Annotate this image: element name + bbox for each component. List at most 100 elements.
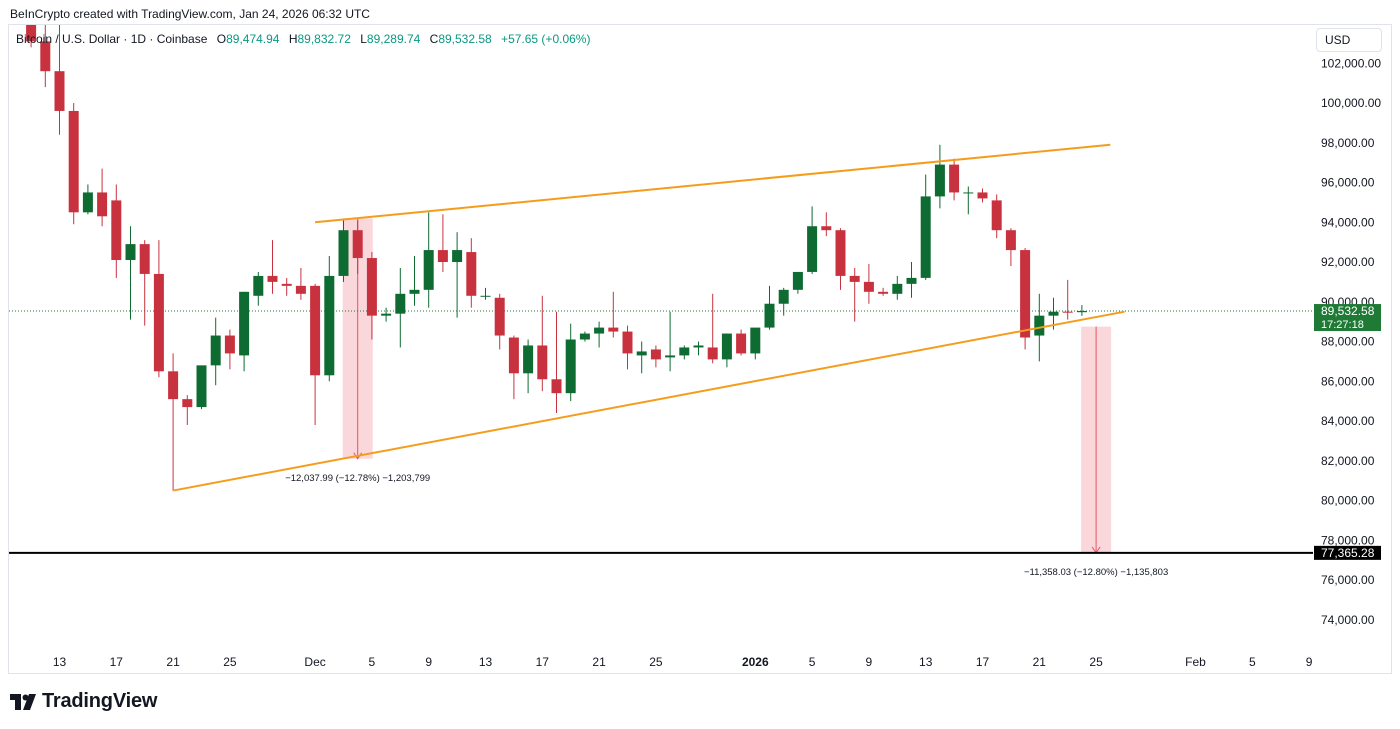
candle[interactable] bbox=[1076, 305, 1087, 316]
candle[interactable] bbox=[523, 339, 534, 394]
candle[interactable] bbox=[963, 186, 974, 215]
bar-countdown-label: 17:27:18 bbox=[1321, 319, 1364, 331]
candle[interactable] bbox=[707, 293, 718, 364]
candle[interactable] bbox=[991, 194, 1002, 239]
open-label: O bbox=[216, 32, 227, 46]
candle-body bbox=[1034, 315, 1045, 336]
candle-body bbox=[892, 283, 903, 294]
candle[interactable] bbox=[466, 238, 477, 308]
candle[interactable] bbox=[537, 295, 548, 392]
candle[interactable] bbox=[324, 256, 335, 382]
tradingview-logo[interactable]: TradingView bbox=[10, 690, 157, 713]
candle[interactable] bbox=[338, 220, 349, 282]
candle-body bbox=[963, 192, 974, 194]
candle[interactable] bbox=[750, 327, 761, 360]
candle[interactable] bbox=[1020, 248, 1031, 350]
candle[interactable] bbox=[920, 174, 931, 280]
candle[interactable] bbox=[792, 271, 803, 294]
candle[interactable] bbox=[878, 287, 889, 296]
candle[interactable] bbox=[281, 277, 292, 296]
candle-body bbox=[437, 250, 448, 262]
candle[interactable] bbox=[736, 329, 747, 356]
candle-body bbox=[253, 275, 264, 296]
candle[interactable] bbox=[395, 267, 406, 348]
candle[interactable] bbox=[821, 212, 832, 237]
candle[interactable] bbox=[807, 206, 818, 274]
candle[interactable] bbox=[54, 18, 65, 135]
candle[interactable] bbox=[764, 285, 775, 330]
candle[interactable] bbox=[26, 0, 37, 48]
x-tick-label: 2026 bbox=[742, 655, 769, 669]
candle[interactable] bbox=[622, 325, 633, 370]
candle[interactable] bbox=[352, 220, 363, 274]
x-tick-label: 5 bbox=[1249, 655, 1256, 669]
candle[interactable] bbox=[1005, 228, 1016, 266]
candle[interactable] bbox=[153, 240, 164, 378]
currency-button[interactable]: USD bbox=[1316, 28, 1382, 52]
candle[interactable] bbox=[423, 212, 434, 308]
candle[interactable] bbox=[565, 323, 576, 402]
candle[interactable] bbox=[849, 267, 860, 322]
candle[interactable] bbox=[182, 395, 193, 425]
candle[interactable] bbox=[295, 267, 306, 300]
candle-body bbox=[721, 333, 732, 360]
candle[interactable] bbox=[40, 4, 51, 88]
candle[interactable] bbox=[949, 158, 960, 201]
candle[interactable] bbox=[168, 353, 179, 491]
candle[interactable] bbox=[679, 345, 690, 360]
candle[interactable] bbox=[934, 144, 945, 209]
candle[interactable] bbox=[409, 256, 420, 306]
candle[interactable] bbox=[579, 331, 590, 342]
candle[interactable] bbox=[267, 240, 278, 294]
candle[interactable] bbox=[906, 262, 917, 298]
candle[interactable] bbox=[594, 321, 605, 348]
candle[interactable] bbox=[381, 307, 392, 322]
candle[interactable] bbox=[892, 275, 903, 300]
candle[interactable] bbox=[835, 228, 846, 290]
candle[interactable] bbox=[508, 335, 519, 400]
x-tick-label: 5 bbox=[369, 655, 376, 669]
candle[interactable] bbox=[977, 188, 988, 203]
trendline-upper[interactable] bbox=[315, 143, 1111, 224]
candle[interactable] bbox=[494, 293, 505, 350]
candle-body bbox=[324, 275, 335, 376]
x-tick-label: Dec bbox=[304, 655, 325, 669]
candle-body bbox=[111, 200, 122, 261]
candle[interactable] bbox=[480, 287, 491, 300]
candle[interactable] bbox=[551, 311, 562, 414]
candle[interactable] bbox=[125, 226, 136, 320]
candle[interactable] bbox=[636, 341, 647, 374]
plot-area[interactable]: −12,037.99 (−12.78%) −1,203,799 −11,358.0… bbox=[9, 0, 1313, 578]
candle[interactable] bbox=[721, 333, 732, 368]
candle[interactable] bbox=[650, 345, 661, 368]
candle[interactable] bbox=[139, 240, 150, 326]
candle[interactable] bbox=[778, 287, 789, 316]
candle[interactable] bbox=[224, 329, 235, 370]
symbol-label[interactable]: Bitcoin / U.S. Dollar · 1D · Coinbase bbox=[16, 32, 208, 46]
candle[interactable] bbox=[366, 252, 377, 340]
candle-body bbox=[807, 226, 818, 272]
candle[interactable] bbox=[437, 214, 448, 272]
support-price-tag bbox=[1314, 545, 1381, 560]
candle[interactable] bbox=[82, 184, 93, 215]
candle-body bbox=[281, 283, 292, 286]
candle[interactable] bbox=[608, 291, 619, 338]
candle[interactable] bbox=[210, 317, 221, 386]
candle[interactable] bbox=[1062, 279, 1073, 320]
candle-body bbox=[594, 327, 605, 334]
candle[interactable] bbox=[97, 168, 108, 227]
candle[interactable] bbox=[863, 263, 874, 304]
candle[interactable] bbox=[111, 184, 122, 278]
candle[interactable] bbox=[196, 365, 207, 410]
candle[interactable] bbox=[665, 311, 676, 372]
candle[interactable] bbox=[310, 283, 321, 425]
candle[interactable] bbox=[68, 103, 79, 225]
candle-body bbox=[878, 291, 889, 294]
candle[interactable] bbox=[693, 341, 704, 356]
trendline-lower[interactable] bbox=[172, 310, 1125, 492]
candle[interactable] bbox=[239, 291, 250, 372]
candle[interactable] bbox=[253, 271, 264, 306]
candle-body bbox=[778, 289, 789, 304]
candle[interactable] bbox=[452, 232, 463, 318]
